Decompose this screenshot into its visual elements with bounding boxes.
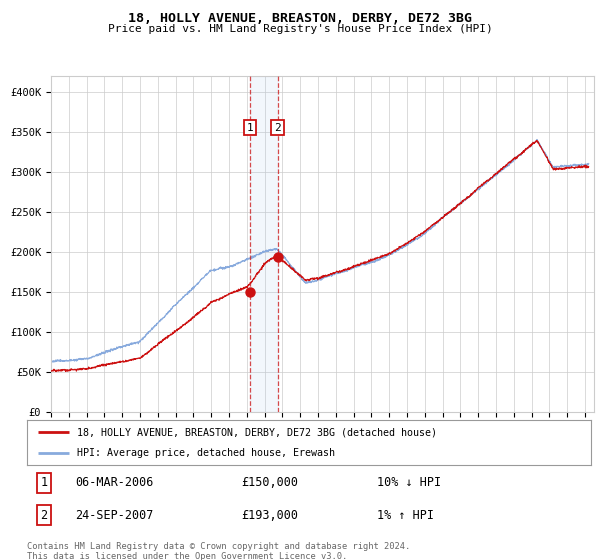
Text: 06-MAR-2006: 06-MAR-2006 — [75, 477, 154, 489]
Text: £150,000: £150,000 — [241, 477, 298, 489]
Text: 2: 2 — [274, 123, 281, 133]
Text: Contains HM Land Registry data © Crown copyright and database right 2024.
This d: Contains HM Land Registry data © Crown c… — [27, 542, 410, 560]
Bar — [250, 76, 278, 412]
Text: £193,000: £193,000 — [241, 508, 298, 522]
Text: 18, HOLLY AVENUE, BREASTON, DERBY, DE72 3BG (detached house): 18, HOLLY AVENUE, BREASTON, DERBY, DE72 … — [77, 427, 437, 437]
Text: 18, HOLLY AVENUE, BREASTON, DERBY, DE72 3BG: 18, HOLLY AVENUE, BREASTON, DERBY, DE72 … — [128, 12, 472, 25]
Text: HPI: Average price, detached house, Erewash: HPI: Average price, detached house, Erew… — [77, 447, 335, 458]
Text: 1: 1 — [247, 123, 253, 133]
Text: 10% ↓ HPI: 10% ↓ HPI — [377, 477, 441, 489]
Text: 24-SEP-2007: 24-SEP-2007 — [75, 508, 154, 522]
Text: 1: 1 — [40, 477, 47, 489]
Text: 2: 2 — [40, 508, 47, 522]
Text: 1% ↑ HPI: 1% ↑ HPI — [377, 508, 434, 522]
Text: Price paid vs. HM Land Registry's House Price Index (HPI): Price paid vs. HM Land Registry's House … — [107, 24, 493, 34]
